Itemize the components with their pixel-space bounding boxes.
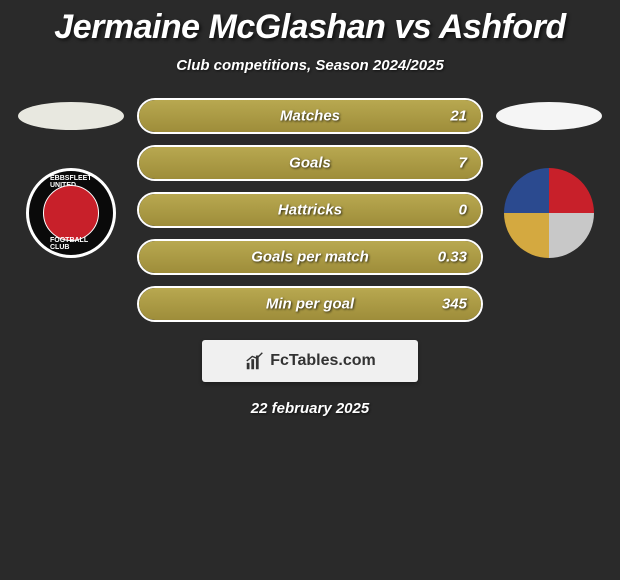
bar-label: Goals <box>289 155 331 172</box>
left-column: EBBSFLEET UNITED FOOTBALL CLUB <box>11 98 131 258</box>
footer-date: 22 february 2025 <box>0 400 620 417</box>
page-title: Jermaine McGlashan vs Ashford <box>0 0 620 47</box>
badge-quadrant-tl <box>504 168 549 213</box>
bar-value: 0.33 <box>438 249 467 266</box>
club-badge-right <box>504 168 594 258</box>
badge-left-text-bottom: FOOTBALL CLUB <box>50 237 92 251</box>
badge-quadrant-bl <box>504 213 549 258</box>
badge-quadrant-br <box>549 213 594 258</box>
stat-bar: Matches 21 <box>137 98 483 134</box>
main-area: EBBSFLEET UNITED FOOTBALL CLUB Matches 2… <box>0 98 620 322</box>
chart-icon <box>244 350 266 372</box>
bar-value: 21 <box>450 108 467 125</box>
footer-brand-box[interactable]: FcTables.com <box>202 340 418 382</box>
stat-bar: Hattricks 0 <box>137 192 483 228</box>
bar-label: Goals per match <box>251 249 369 266</box>
bar-value: 0 <box>459 202 467 219</box>
footer-brand-text: FcTables.com <box>270 352 376 370</box>
bar-label: Min per goal <box>266 296 354 313</box>
player-photo-placeholder-right <box>496 102 602 130</box>
bar-label: Hattricks <box>278 202 342 219</box>
footer-brand: FcTables.com <box>244 350 376 372</box>
subtitle: Club competitions, Season 2024/2025 <box>0 57 620 74</box>
stat-bar: Min per goal 345 <box>137 286 483 322</box>
right-column <box>489 98 609 258</box>
stat-bar: Goals 7 <box>137 145 483 181</box>
stat-bars: Matches 21 Goals 7 Hattricks 0 Goals per… <box>137 98 483 322</box>
bar-value: 7 <box>459 155 467 172</box>
badge-quadrant-tr <box>549 168 594 213</box>
player-photo-placeholder-left <box>18 102 124 130</box>
bar-label: Matches <box>280 108 340 125</box>
club-badge-left: EBBSFLEET UNITED FOOTBALL CLUB <box>26 168 116 258</box>
badge-left-inner <box>43 185 99 241</box>
stat-bar: Goals per match 0.33 <box>137 239 483 275</box>
bar-value: 345 <box>442 296 467 313</box>
